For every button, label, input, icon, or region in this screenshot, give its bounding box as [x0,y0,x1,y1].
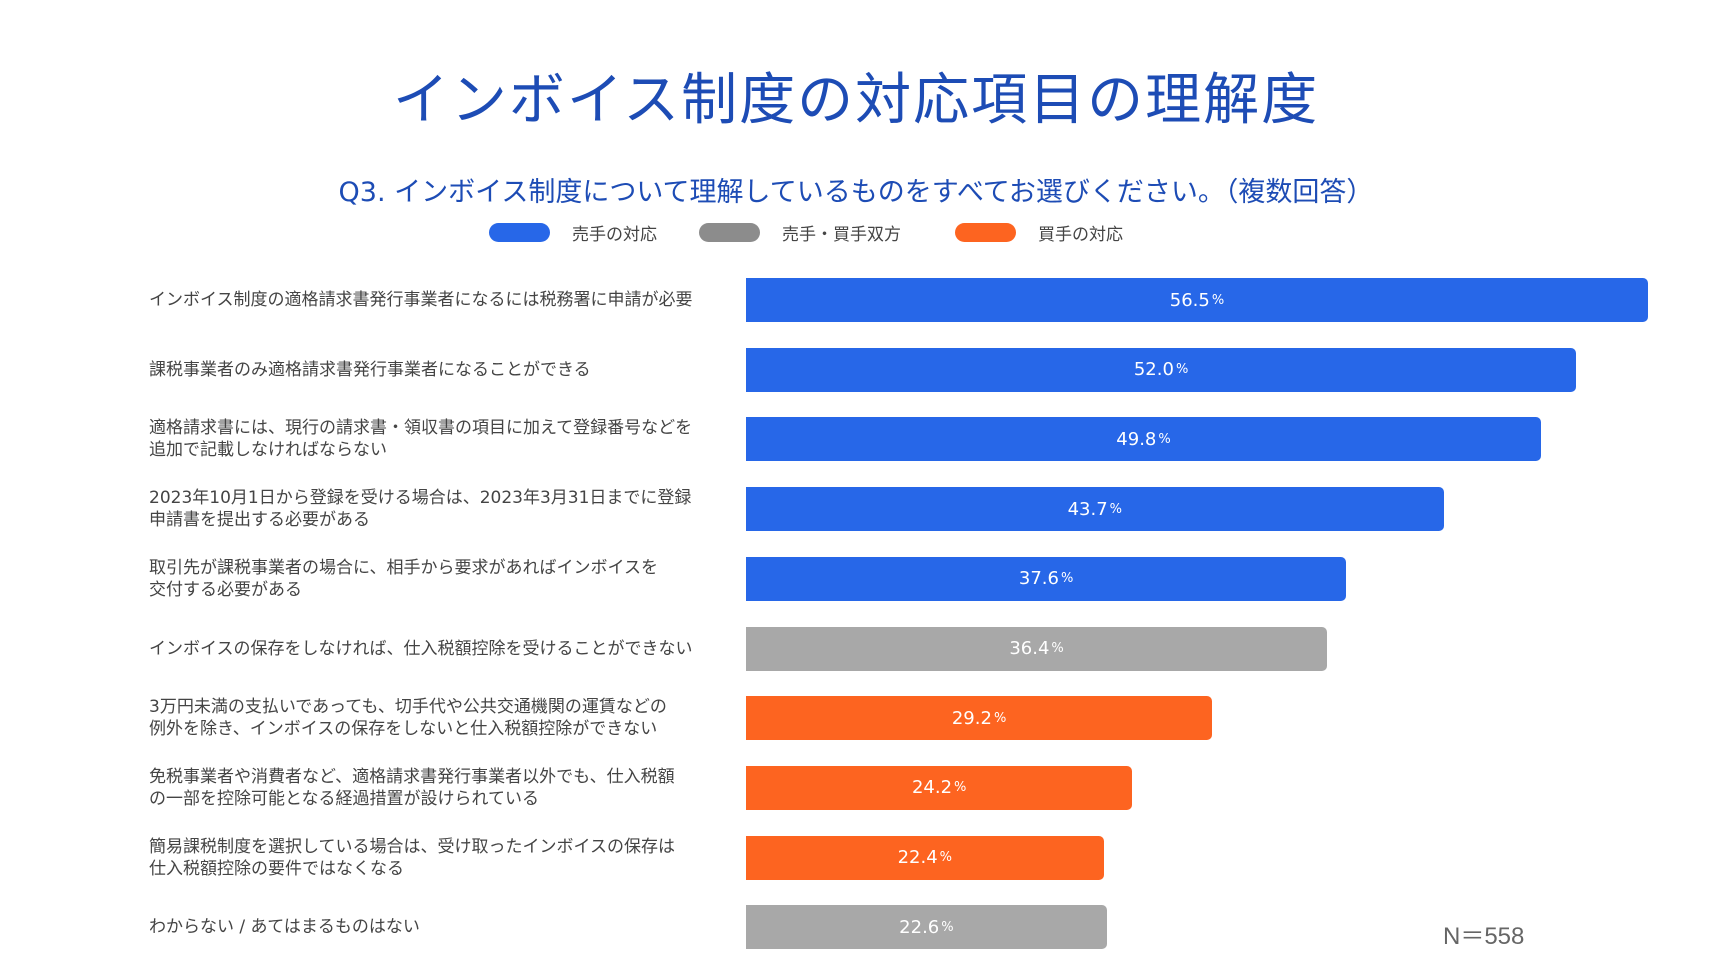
legend-label: 売手の対応 [572,225,657,245]
category-label: 課税事業者のみ適格請求書発行事業者になることができる [149,359,591,380]
data-label: 37.6 [1018,568,1059,590]
legend-item-both: 売手・買手双方 [699,220,901,245]
bar-seller: 37.6% [746,556,1347,601]
category-label: インボイス制度の適格請求書発行事業者になるには税務署に申請が必要 [149,290,693,310]
bar-seller: 43.7% [746,487,1444,532]
category-label: 免税事業者や消費者など、適格請求書発行事業者以外でも、仕入税額 の一部を控除可能… [149,766,675,809]
percent-sign: % [993,710,1007,726]
bar-buyer: 24.2% [746,765,1133,810]
category-label: 取引先が課税事業者の場合に、相手から要求があればインボイスを 交付する必要がある [149,557,658,600]
bar-both: 22.6% [746,905,1107,950]
bar-seller: 49.8% [746,417,1542,462]
bar-buyer: 29.2% [746,696,1213,741]
data-label: 36.4 [1009,638,1050,659]
bar-seller: 56.5% [746,278,1648,322]
category-label: わからない / あてはまるものはない [149,917,420,938]
sample-size: N＝558 [1443,923,1525,950]
percent-sign: % [1175,362,1189,378]
data-label: 49.8 [1116,428,1157,450]
percent-sign: % [954,780,967,796]
legend-item-buyer: 買手の対応 [955,220,1123,245]
legend-swatch-seller [489,223,550,242]
chart-title: インボイス制度の対応項目の理解度 [392,68,1320,133]
percent-sign: % [1109,501,1123,517]
data-label: 43.7 [1067,498,1108,520]
legend-swatch-buyer [955,223,1016,242]
data-label: 52.0 [1133,359,1174,381]
category-label: 2023年10月1日から登録を受ける場合は、2023年3月31日までに登録 申請… [149,488,692,531]
category-label: 簡易課税制度を選択している場合は、受け取ったインボイスの保存は 仕入税額控除の要… [149,836,675,879]
bar-seller: 52.0% [746,347,1577,392]
legend-label: 売手・買手双方 [782,225,901,245]
percent-sign: % [1060,571,1074,587]
data-label: 29.2 [951,707,992,729]
percent-sign: % [1051,641,1064,656]
data-label: 24.2 [911,777,953,799]
chart-subtitle: Q3. インボイス制度について理解しているものをすべてお選びください。（複数回答… [338,177,1374,208]
category-label: 適格請求書には、現行の請求書・領収書の項目に加えて登録番号などを 追加で記載しな… [149,418,693,461]
percent-sign: % [941,919,954,935]
percent-sign: % [939,850,953,866]
data-label: 22.6 [899,916,940,938]
data-label: 22.4 [897,847,938,869]
category-label: インボイスの保存をしなければ、仕入税額控除を受けることができない [149,638,693,659]
bar-buyer: 22.4% [746,835,1104,880]
legend-swatch-both [699,223,760,242]
percent-sign: % [1211,292,1225,308]
bar-both: 36.4% [746,626,1328,671]
legend-item-seller: 売手の対応 [489,220,657,245]
data-label: 56.5 [1169,289,1210,311]
legend-label: 買手の対応 [1038,225,1123,245]
percent-sign: % [1158,431,1171,447]
category-label: 3万円未満の支払いであっても、切手代や公共交通機関の運賃などの 例外を除き、イン… [149,697,667,740]
